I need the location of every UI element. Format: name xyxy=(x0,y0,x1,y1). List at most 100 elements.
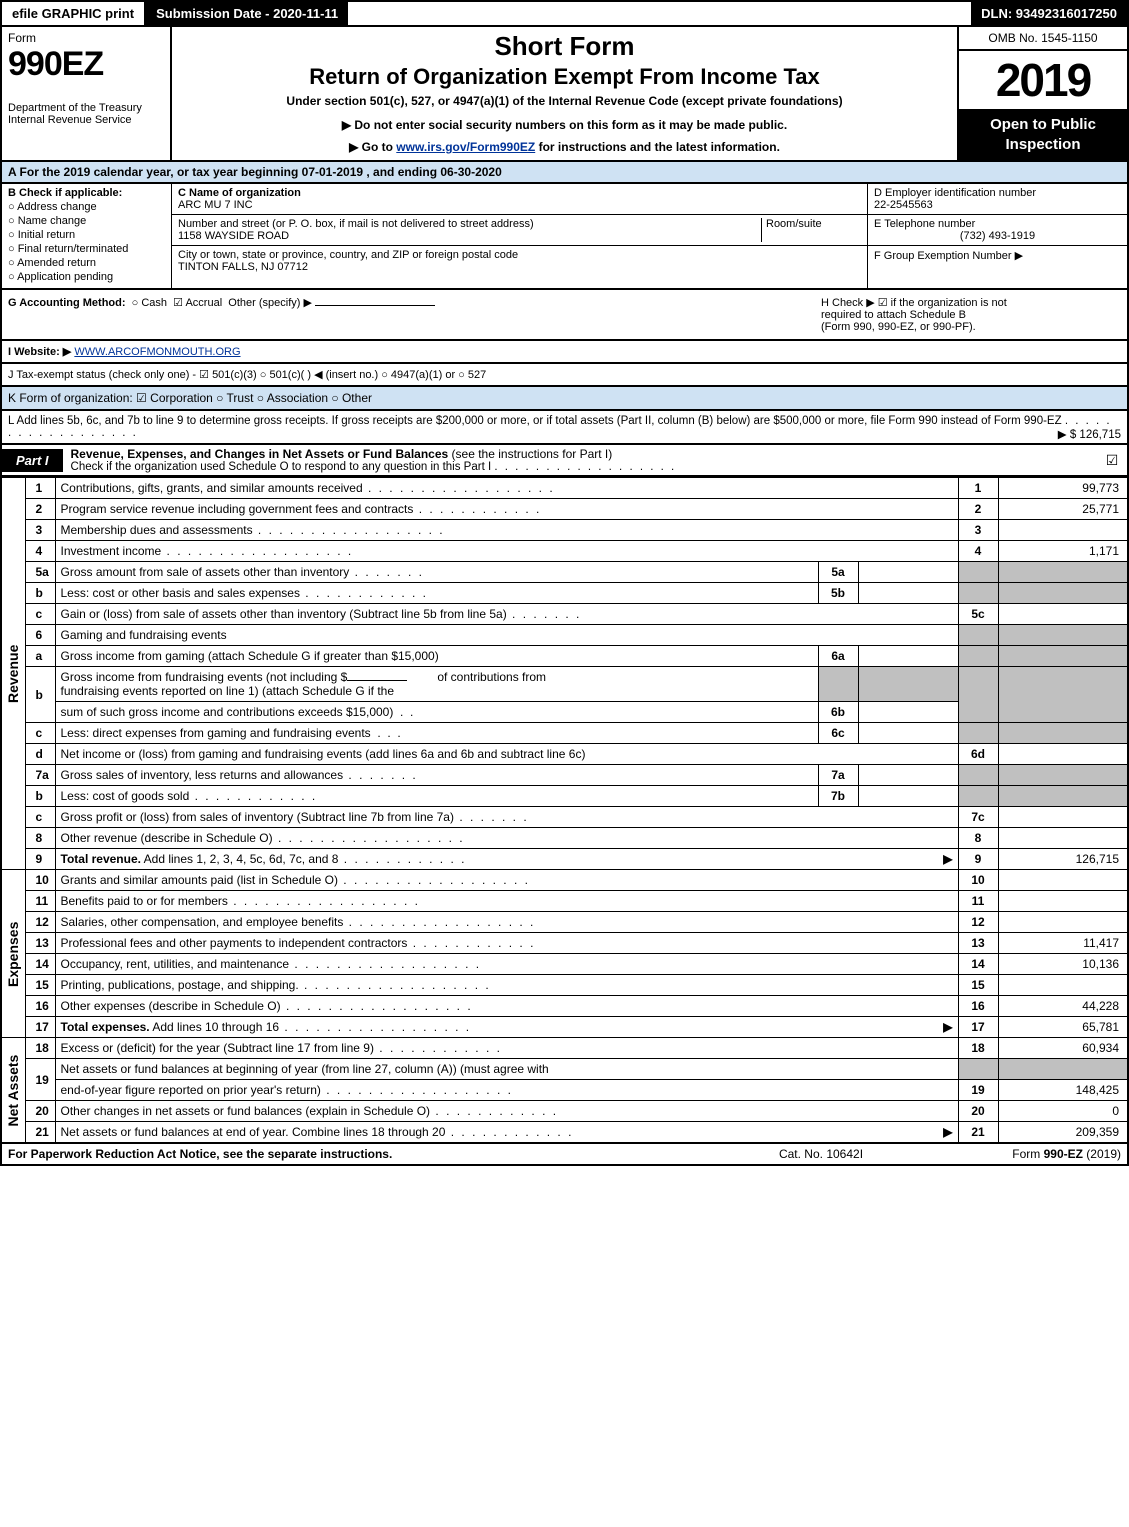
city-value: TINTON FALLS, NJ 07712 xyxy=(178,261,308,273)
table-row: 11 Benefits paid to or for members 11 xyxy=(1,891,1128,912)
line-subcol: 6b xyxy=(818,702,858,723)
tax-year: 2019 xyxy=(959,51,1127,109)
phone-value: (732) 493-1919 xyxy=(874,230,1121,242)
line-num: 3 xyxy=(25,520,55,541)
line-rnum: 11 xyxy=(958,891,998,912)
box-g: G Accounting Method: ○ Cash ☑ Accrual Ot… xyxy=(8,296,821,333)
header-left: Form 990EZ Department of the Treasury In… xyxy=(2,27,172,160)
line-subval xyxy=(858,786,958,807)
line-subval xyxy=(858,562,958,583)
line-amt xyxy=(998,912,1128,933)
h-line1: H Check ▶ ☑ if the organization is not xyxy=(821,296,1121,309)
g-cash[interactable]: Cash xyxy=(141,297,167,309)
line-subcol: 7a xyxy=(818,765,858,786)
line-rnum: 14 xyxy=(958,954,998,975)
opt-address-change[interactable]: Address change xyxy=(8,201,165,213)
line-num: a xyxy=(25,646,55,667)
line-desc: Other expenses (describe in Schedule O) xyxy=(55,996,958,1017)
line-subval xyxy=(858,765,958,786)
line-desc: Contributions, gifts, grants, and simila… xyxy=(55,478,958,499)
line-num: 13 xyxy=(25,933,55,954)
dln-label: DLN: 93492316017250 xyxy=(971,2,1127,25)
line-amt-grey xyxy=(998,646,1128,667)
line-desc: Occupancy, rent, utilities, and maintena… xyxy=(55,954,958,975)
opt-final-return[interactable]: Final return/terminated xyxy=(8,243,165,255)
line-rnum: 4 xyxy=(958,541,998,562)
line-amt-grey xyxy=(998,723,1128,744)
part1-tag: Part I xyxy=(2,449,63,472)
box-b-title: B Check if applicable: xyxy=(8,187,165,199)
line-desc: Other revenue (describe in Schedule O) xyxy=(55,828,958,849)
g-other-blank[interactable] xyxy=(315,305,435,306)
part1-checkbox[interactable] xyxy=(1097,452,1127,469)
line-amt: 10,136 xyxy=(998,954,1128,975)
line-num: c xyxy=(25,723,55,744)
line-amt: 25,771 xyxy=(998,499,1128,520)
line-desc: Gross amount from sale of assets other t… xyxy=(55,562,818,583)
form-header: Form 990EZ Department of the Treasury In… xyxy=(0,27,1129,162)
line-amt-grey xyxy=(998,583,1128,604)
line-desc: Grants and similar amounts paid (list in… xyxy=(55,870,958,891)
line-rnum-grey xyxy=(958,1059,998,1080)
h-line3: (Form 990, 990-EZ, or 990-PF). xyxy=(821,321,1121,333)
line-desc: Benefits paid to or for members xyxy=(55,891,958,912)
table-row: 16 Other expenses (describe in Schedule … xyxy=(1,996,1128,1017)
ssn-notice: ▶ Do not enter social security numbers o… xyxy=(182,118,947,132)
line-amt xyxy=(998,828,1128,849)
line-amt xyxy=(998,975,1128,996)
line-rnum: 21 xyxy=(958,1122,998,1144)
efile-print-button[interactable]: efile GRAPHIC print xyxy=(2,2,146,25)
gh-row: G Accounting Method: ○ Cash ☑ Accrual Ot… xyxy=(0,290,1129,341)
line-num: 15 xyxy=(25,975,55,996)
line-desc: Investment income xyxy=(55,541,958,562)
line-num: c xyxy=(25,604,55,625)
g-accrual[interactable]: Accrual xyxy=(185,297,222,309)
header-center: Short Form Return of Organization Exempt… xyxy=(172,27,957,160)
table-row: 3 Membership dues and assessments 3 xyxy=(1,520,1128,541)
line-desc: Program service revenue including govern… xyxy=(55,499,958,520)
line-rnum: 5c xyxy=(958,604,998,625)
table-row: 5a Gross amount from sale of assets othe… xyxy=(1,562,1128,583)
line-amt xyxy=(998,520,1128,541)
opt-amended-return[interactable]: Amended return xyxy=(8,257,165,269)
table-row: b Less: cost or other basis and sales ex… xyxy=(1,583,1128,604)
submission-date-button[interactable]: Submission Date - 2020-11-11 xyxy=(146,2,348,25)
table-row: 2 Program service revenue including gove… xyxy=(1,499,1128,520)
line-amt: 60,934 xyxy=(998,1038,1128,1059)
short-form-title: Short Form xyxy=(182,31,947,62)
line-num: 17 xyxy=(25,1017,55,1038)
line-rnum: 8 xyxy=(958,828,998,849)
part1-sub-dots xyxy=(494,461,676,473)
line-desc: end-of-year figure reported on prior yea… xyxy=(55,1080,958,1101)
line-num: 1 xyxy=(25,478,55,499)
website-link[interactable]: WWW.ARCOFMONMOUTH.ORG xyxy=(74,346,240,358)
goto-link[interactable]: www.irs.gov/Form990EZ xyxy=(396,140,535,154)
box-d: D Employer identification number 22-2545… xyxy=(868,184,1127,215)
line-desc: Gross income from fundraising events (no… xyxy=(55,667,818,702)
opt-application-pending[interactable]: Application pending xyxy=(8,271,165,283)
box-i: I Website: ▶ WWW.ARCOFMONMOUTH.ORG xyxy=(0,341,1129,364)
opt-initial-return[interactable]: Initial return xyxy=(8,229,165,241)
line-subcol: 7b xyxy=(818,786,858,807)
table-row: Expenses 10 Grants and similar amounts p… xyxy=(1,870,1128,891)
table-row: b Gross income from fundraising events (… xyxy=(1,667,1128,702)
table-row: 7a Gross sales of inventory, less return… xyxy=(1,765,1128,786)
line-amt: 11,417 xyxy=(998,933,1128,954)
line-rnum: 7c xyxy=(958,807,998,828)
line-num: 14 xyxy=(25,954,55,975)
line-num: 18 xyxy=(25,1038,55,1059)
line-rnum-grey xyxy=(958,562,998,583)
open-public-badge: Open to Public Inspection xyxy=(959,109,1127,160)
city-cell: City or town, state or province, country… xyxy=(172,246,867,276)
g-other[interactable]: Other (specify) ▶ xyxy=(228,297,312,309)
box-c: C Name of organization ARC MU 7 INC Numb… xyxy=(172,184,867,288)
opt-name-change[interactable]: Name change xyxy=(8,215,165,227)
top-bar: efile GRAPHIC print Submission Date - 20… xyxy=(0,0,1129,27)
return-title: Return of Organization Exempt From Incom… xyxy=(182,64,947,90)
line-amt: 44,228 xyxy=(998,996,1128,1017)
part1-title-text: Revenue, Expenses, and Changes in Net As… xyxy=(71,447,449,461)
line-subval xyxy=(858,702,958,723)
line-num: 5a xyxy=(25,562,55,583)
line-num: b xyxy=(25,786,55,807)
line-rnum-grey xyxy=(958,667,998,723)
